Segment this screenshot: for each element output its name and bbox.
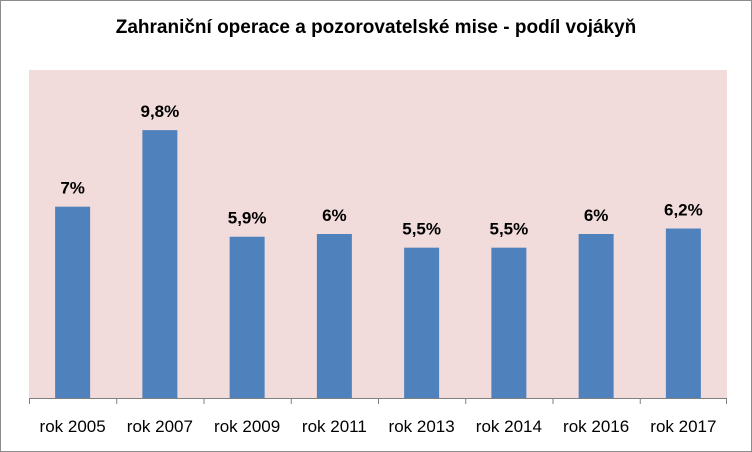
bar-1 [55, 206, 91, 398]
x-tick-label-2: rok 2007 [127, 417, 193, 436]
plot-area [29, 70, 727, 398]
data-label-4: 6% [322, 206, 347, 225]
data-label-5: 5,5% [402, 220, 441, 239]
x-tick-label-8: rok 2017 [650, 417, 716, 436]
bar-5 [404, 247, 440, 398]
bars-group [55, 130, 701, 398]
data-label-1: 7% [60, 179, 85, 198]
x-ticks-group: rok 2005 rok 2007 rok 2009 rok 2011 rok 2013… [29, 398, 727, 436]
data-label-6: 5,5% [490, 220, 529, 239]
bar-4 [316, 234, 352, 398]
data-label-7: 6% [584, 206, 609, 225]
x-tick-label-1: rok 2005 [40, 417, 106, 436]
data-labels-group: 7% 9,8% 5,9% 6% 5,5% 5,5% 6% 6,2% [60, 102, 702, 239]
bar-3 [229, 236, 265, 398]
bar-2 [142, 130, 178, 398]
data-label-8: 6,2% [664, 201, 703, 220]
data-label-2: 9,8% [141, 102, 180, 121]
data-label-3: 5,9% [228, 209, 267, 228]
bar-8 [665, 228, 701, 398]
bar-7 [578, 234, 614, 398]
bar-6 [491, 247, 527, 398]
x-tick-label-3: rok 2009 [214, 417, 280, 436]
x-tick-label-7: rok 2016 [563, 417, 629, 436]
x-tick-label-6: rok 2014 [476, 417, 542, 436]
x-tick-label-5: rok 2013 [389, 417, 455, 436]
x-tick-label-4: rok 2011 [302, 417, 367, 436]
chart-title: Zahraniční operace a pozorovatelské mise… [115, 17, 637, 38]
